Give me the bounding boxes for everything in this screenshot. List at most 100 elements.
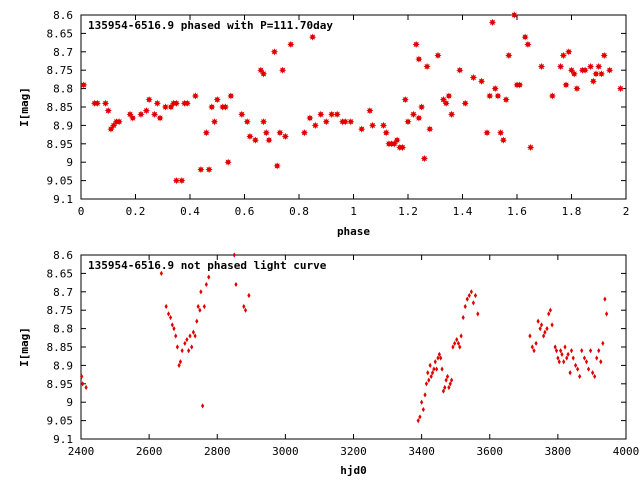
data-point	[170, 322, 174, 328]
data-point	[183, 340, 187, 346]
data-point	[550, 322, 554, 328]
data-point	[595, 355, 599, 361]
data-point	[366, 107, 374, 115]
y-tick-label: 8.9	[53, 119, 73, 132]
data-point	[322, 118, 330, 126]
data-point	[281, 132, 289, 141]
data-point	[204, 281, 208, 288]
y-tick-label: 8.8	[53, 83, 73, 96]
data-point	[448, 381, 452, 387]
data-point	[442, 99, 450, 107]
data-point	[436, 355, 440, 361]
data-point	[443, 384, 447, 391]
data-point	[187, 348, 191, 354]
data-point	[311, 121, 319, 129]
data-point	[341, 118, 349, 126]
data-point	[459, 333, 463, 339]
data-point	[166, 311, 171, 317]
data-point	[428, 362, 432, 368]
y-tick-label: 9.1	[53, 433, 73, 446]
data-point	[415, 114, 423, 122]
x-tick-label: 0.2	[126, 205, 146, 218]
data-point	[440, 366, 444, 372]
data-point	[193, 333, 197, 339]
data-point	[276, 129, 284, 137]
data-points	[80, 252, 609, 424]
data-point	[499, 136, 507, 144]
x-tick-label: 2600	[136, 445, 163, 458]
data-point	[539, 322, 544, 328]
data-point	[437, 351, 441, 357]
data-point	[300, 129, 309, 137]
y-tick-label: 8.9	[53, 359, 73, 372]
data-point	[450, 377, 454, 383]
data-point	[571, 355, 575, 361]
data-point	[516, 81, 524, 89]
data-point	[469, 73, 477, 82]
data-point	[586, 62, 595, 71]
data-point	[534, 340, 538, 346]
data-point	[227, 92, 235, 100]
y-tick-label: 9	[66, 396, 73, 409]
data-point	[589, 77, 597, 85]
data-point	[557, 359, 561, 365]
x-tick-label: 0.8	[289, 205, 309, 218]
data-point	[191, 92, 200, 100]
data-point	[183, 99, 191, 107]
data-point	[202, 303, 206, 310]
x-tick-label: 0.4	[180, 205, 200, 218]
data-point	[418, 103, 426, 111]
data-point	[441, 388, 446, 394]
y-tick-label: 8.6	[53, 249, 73, 262]
data-point	[191, 329, 196, 335]
data-point	[202, 129, 210, 137]
y-tick-label: 9	[66, 156, 73, 169]
data-point	[221, 103, 230, 111]
data-point	[145, 96, 153, 104]
data-point	[262, 129, 270, 137]
data-point	[156, 114, 164, 122]
data-point	[568, 370, 572, 376]
data-point	[439, 355, 443, 361]
x-tick-label: 1.4	[453, 205, 473, 218]
data-point	[604, 311, 609, 317]
data-point	[486, 92, 494, 100]
y-tick-label: 8.85	[47, 341, 74, 354]
y-axis-label: I[mag]	[18, 327, 31, 367]
y-tick-label: 9.05	[47, 415, 74, 428]
data-point	[210, 118, 219, 126]
data-point	[429, 373, 433, 380]
data-point	[142, 107, 150, 115]
data-point	[557, 62, 565, 71]
x-axis-label: phase	[337, 225, 370, 238]
data-point	[379, 121, 388, 129]
data-point	[81, 381, 85, 387]
data-point	[232, 252, 236, 258]
y-tick-label: 8.8	[53, 323, 73, 336]
x-tick-label: 3800	[545, 445, 572, 458]
data-point	[569, 348, 574, 354]
data-point	[101, 99, 110, 107]
data-point	[573, 362, 578, 368]
data-point	[559, 348, 563, 354]
data-point	[273, 162, 281, 170]
data-point	[412, 40, 420, 49]
data-point	[259, 118, 268, 126]
data-point	[616, 85, 625, 93]
data-point	[178, 359, 183, 365]
data-point	[420, 399, 424, 405]
data-point	[433, 359, 437, 365]
data-point	[541, 333, 546, 339]
y-tick-label: 8.95	[47, 378, 74, 391]
data-point	[576, 366, 580, 372]
data-point	[287, 40, 295, 49]
data-point	[586, 366, 591, 372]
data-point	[172, 99, 180, 107]
data-point	[527, 143, 535, 152]
data-point	[477, 77, 486, 85]
data-point	[565, 48, 573, 56]
data-point	[445, 373, 450, 380]
data-point	[401, 96, 409, 104]
data-point	[467, 292, 471, 299]
data-point	[553, 344, 557, 350]
